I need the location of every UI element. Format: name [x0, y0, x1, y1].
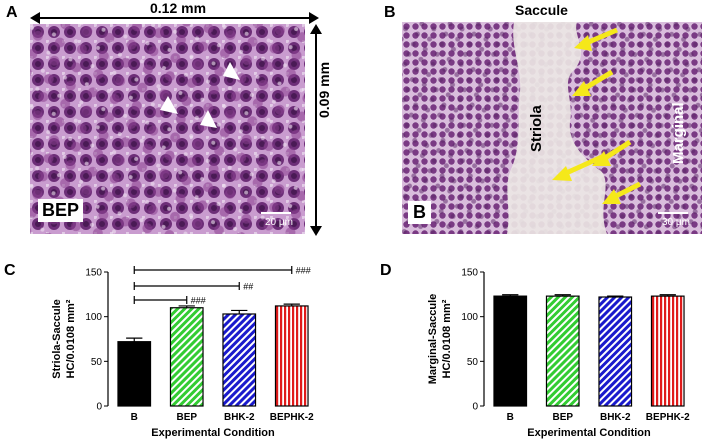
- micrograph-b: Striola Marginal B 30 μm: [402, 22, 702, 234]
- arrowhead-marker: [200, 110, 217, 128]
- panel-b-letter: B: [384, 4, 396, 21]
- scale-bar-a: [261, 212, 291, 214]
- arrow-marker: [552, 153, 606, 181]
- x-axis-label: Experimental Condition: [527, 427, 651, 439]
- x-axis-label: Experimental Condition: [151, 427, 275, 439]
- y-tick-label: 150: [85, 268, 102, 279]
- scale-bar-label-b: 30 μm: [662, 217, 690, 228]
- x-tick-label: B: [131, 412, 138, 423]
- y-tick-label: 50: [91, 357, 103, 368]
- striola-label: Striola: [528, 105, 545, 152]
- x-tick-label: BHK-2: [224, 412, 255, 423]
- bar-bhk-2: [222, 313, 257, 407]
- bar-bep: [545, 295, 580, 407]
- x-tick-label: BEP: [176, 412, 197, 423]
- bar-b: [117, 341, 152, 407]
- bar-bephk-2: [650, 295, 685, 407]
- y-axis-label: Marginal-Saccule: [427, 294, 439, 384]
- bar-bhk-2: [598, 296, 633, 407]
- y-tick-label: 150: [461, 268, 478, 279]
- bar-bephk-2: [274, 305, 309, 407]
- arrow-marker: [572, 69, 614, 96]
- width-label: 0.12 mm: [150, 0, 207, 16]
- bar-b: [493, 295, 528, 407]
- scale-bar-label-a: 20 μm: [265, 217, 293, 228]
- x-tick-label: B: [507, 412, 514, 423]
- x-tick-label: BEP: [552, 412, 573, 423]
- y-axis-label-units: HC/0.0108 mm²: [441, 299, 453, 378]
- height-label: 0.09 mm: [316, 61, 332, 118]
- arrowhead-marker: [223, 62, 240, 80]
- y-axis-label-units: HC/0.0108 mm²: [65, 299, 77, 378]
- height-arrow: [310, 24, 322, 236]
- panel-d-letter: D: [380, 262, 392, 279]
- condition-label-b: B: [408, 201, 431, 224]
- significance-label: ###: [191, 296, 206, 306]
- significance-label: ##: [243, 282, 253, 292]
- y-tick-label: 50: [467, 357, 479, 368]
- scale-bar-b: [658, 212, 688, 214]
- marginal-label: Marginal: [670, 102, 687, 164]
- x-tick-label: BHK-2: [600, 412, 631, 423]
- width-arrow: [30, 12, 319, 24]
- micrograph-a: BEP 20 μm: [30, 24, 305, 234]
- panel-c-letter: C: [4, 262, 16, 279]
- arrow-marker: [574, 27, 618, 51]
- arrow-marker: [602, 181, 642, 204]
- y-tick-label: 0: [472, 402, 478, 413]
- panel-a-letter: A: [6, 4, 18, 21]
- chart-c: 0 50 100 150 Striola-Saccule HC/0.0108 mm² B BE…: [51, 266, 314, 440]
- x-tick-label: BEPHK-2: [270, 412, 314, 423]
- panel-b-title: Saccule: [515, 2, 568, 18]
- arrowhead-marker: [160, 96, 178, 114]
- y-axis-label: Striola-Saccule: [51, 299, 63, 378]
- bar-bep: [169, 307, 204, 407]
- y-tick-label: 100: [461, 312, 478, 323]
- chart-d: 0 50 100 150 Marginal-Saccule HC/0.0108 mm² B B…: [427, 268, 690, 440]
- y-tick-label: 0: [96, 402, 102, 413]
- significance-label: ###: [296, 266, 311, 276]
- y-tick-label: 100: [85, 312, 102, 323]
- x-tick-label: BEPHK-2: [646, 412, 690, 423]
- condition-label-a: BEP: [38, 199, 84, 222]
